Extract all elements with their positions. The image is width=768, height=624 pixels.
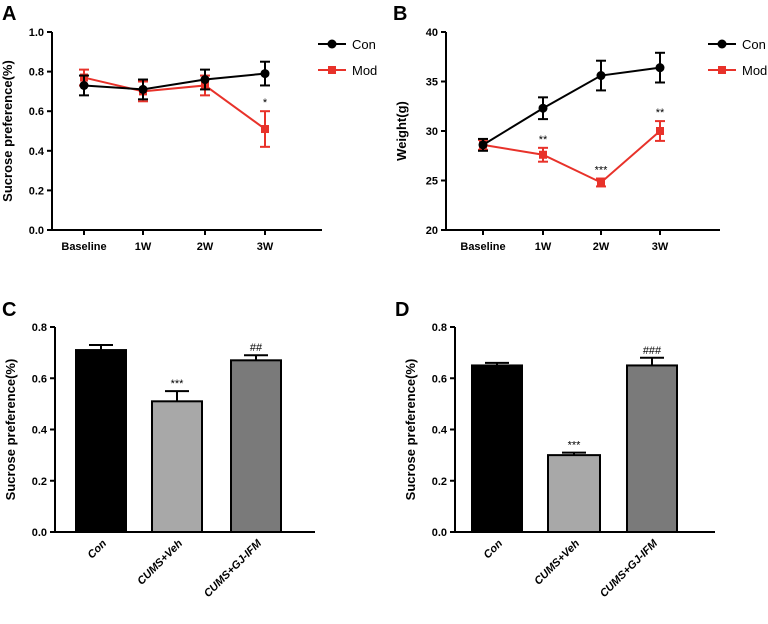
y-tick-label: 20 xyxy=(426,225,438,237)
series-line-con xyxy=(83,72,266,91)
data-point-con xyxy=(655,63,665,73)
y-tick-label: 0.8 xyxy=(32,322,47,334)
x-tick-label: CUMS+GJ-IFM xyxy=(202,537,265,600)
significance-marker: *** xyxy=(595,165,609,177)
legend-marker xyxy=(717,39,727,49)
y-tick-label: 0.8 xyxy=(432,322,447,334)
y-tick-label: 0.2 xyxy=(29,185,44,197)
significance-marker: ** xyxy=(656,107,665,119)
legend-marker xyxy=(327,39,337,49)
panel-c-group: C xyxy=(2,299,16,321)
y-tick-label: 0.0 xyxy=(29,225,44,237)
y-tick-label: 40 xyxy=(426,27,438,39)
panel-b-group: B xyxy=(393,3,407,25)
y-tick-label: 0.2 xyxy=(32,476,47,488)
y-tick-label: 30 xyxy=(426,126,438,138)
significance-marker: ### xyxy=(643,345,662,357)
y-axis-title: Weight(g) xyxy=(394,101,409,161)
y-tick-label: 0.8 xyxy=(29,67,44,79)
series-line-mod xyxy=(83,76,266,130)
bar xyxy=(471,364,523,533)
panel-a-plot: 0.0 0.2 0.4 0.6 0.8 1.0 Sucrose preference(%) B… xyxy=(0,27,377,253)
y-axis-title: Sucrose preference(%) xyxy=(0,60,15,202)
bar xyxy=(75,349,127,533)
x-tick-label: 3W xyxy=(652,241,669,253)
series-line-mod xyxy=(482,130,661,184)
y-axis-title: Sucrose preference(%) xyxy=(3,359,18,501)
y-tick-label: 0.4 xyxy=(432,425,448,437)
x-tick-label: 1W xyxy=(135,241,152,253)
legend-marker xyxy=(328,66,336,74)
x-tick-label: CUMS+Veh xyxy=(135,537,185,587)
x-tick-label: Con xyxy=(482,537,506,561)
data-point-con xyxy=(478,140,488,150)
y-tick-label: 0.0 xyxy=(32,527,47,539)
panel-a-group: A xyxy=(2,3,16,25)
y-tick-label: 0.2 xyxy=(432,476,447,488)
x-tick-label: Con xyxy=(86,537,110,561)
significance-marker: *** xyxy=(171,378,185,390)
x-tick-label: CUMS+Veh xyxy=(532,537,582,587)
y-tick-label: 35 xyxy=(426,77,438,89)
data-point-con xyxy=(200,75,210,85)
panel-d-plot: 0.0 0.2 0.4 0.6 0.8 Sucrose preference(%) Con *… xyxy=(403,322,715,600)
significance-marker: ## xyxy=(250,342,263,354)
x-tick-label: 2W xyxy=(593,241,610,253)
x-tick-label: Baseline xyxy=(61,241,106,253)
data-point-mod xyxy=(261,125,269,134)
legend-label-con: Con xyxy=(352,37,376,52)
panel-d-label: D xyxy=(395,299,409,321)
y-tick-label: 25 xyxy=(426,176,438,188)
x-tick-label: 2W xyxy=(197,241,214,253)
data-point-con xyxy=(596,71,606,81)
panel-c-plot: 0.0 0.2 0.4 0.6 0.8 Sucrose preference(%) Con *… xyxy=(3,322,315,600)
y-tick-label: 1.0 xyxy=(29,27,44,39)
legend-label-mod: Mod xyxy=(742,63,767,78)
data-point-mod xyxy=(656,127,664,135)
panel-d-group: D xyxy=(395,299,409,321)
x-tick-label: 3W xyxy=(257,241,274,253)
y-tick-label: 0.6 xyxy=(32,373,47,385)
x-tick-label: CUMS+GJ-IFM xyxy=(598,537,661,600)
bar xyxy=(230,359,282,533)
legend-label-mod: Mod xyxy=(352,63,377,78)
y-tick-label: 0.6 xyxy=(29,106,44,118)
y-tick-label: 0.4 xyxy=(32,425,48,437)
data-point-con xyxy=(138,84,148,94)
x-tick-label: Baseline xyxy=(460,241,505,253)
data-point-con xyxy=(260,69,270,79)
y-tick-label: 0.4 xyxy=(29,146,45,158)
legend-marker xyxy=(718,66,726,74)
data-point-mod xyxy=(597,178,605,187)
panel-c-label: C xyxy=(2,299,16,321)
significance-marker: ** xyxy=(539,134,548,146)
y-axis-title: Sucrose preference(%) xyxy=(403,359,418,501)
bar xyxy=(547,454,601,533)
series-line-con xyxy=(482,66,661,146)
bar xyxy=(151,400,203,533)
data-point-con xyxy=(79,80,89,90)
data-point-mod xyxy=(539,150,547,159)
bar xyxy=(626,364,678,533)
y-tick-label: 0.0 xyxy=(432,527,447,539)
panel-a-label: A xyxy=(2,3,16,25)
significance-marker: * xyxy=(263,97,268,109)
panel-b-label: B xyxy=(393,3,407,25)
significance-marker: *** xyxy=(568,440,582,452)
x-tick-label: 1W xyxy=(535,241,552,253)
data-point-con xyxy=(538,103,548,113)
y-tick-label: 0.6 xyxy=(432,373,447,385)
legend-label-con: Con xyxy=(742,37,766,52)
